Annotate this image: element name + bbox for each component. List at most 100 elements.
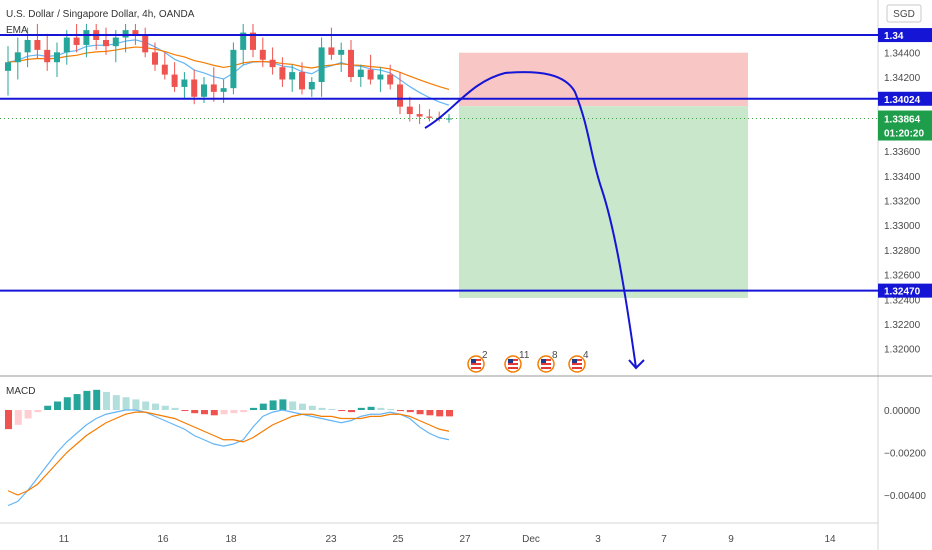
price-tick-label[interactable]: 1.34200 (884, 73, 921, 84)
level-price-tag-label: 1.34 (884, 31, 904, 42)
macd-histogram-bar (259, 403, 267, 410)
macd-tick-label[interactable]: −0.00200 (884, 449, 926, 460)
horizontal-levels-group[interactable] (0, 34, 878, 292)
price-tick-label[interactable]: 1.33400 (884, 172, 921, 183)
price-tick-label[interactable]: 1.32000 (884, 345, 921, 356)
take-profit-zone[interactable] (459, 106, 748, 298)
macd-indicator-label[interactable]: MACD (6, 386, 35, 397)
macd-axis-group[interactable]: 0.00000 −0.00200 −0.00400 (884, 406, 926, 502)
macd-histogram-bar (83, 390, 91, 410)
candle-body (103, 40, 109, 47)
event-count: 2 (482, 350, 488, 361)
flag-canton (471, 359, 476, 363)
time-tick-label[interactable]: Dec (522, 534, 540, 545)
macd-histogram-bar (318, 407, 326, 410)
macd-histogram-bar (269, 400, 277, 410)
macd-histogram-bar (446, 410, 453, 417)
candle-body (387, 74, 394, 85)
macd-histogram-bar (152, 403, 159, 410)
macd-histogram-bar (122, 397, 130, 410)
macd-histogram-bar (132, 399, 140, 410)
candle-body (230, 49, 237, 89)
price-tick-label[interactable]: 1.33000 (884, 221, 921, 232)
time-tick-label[interactable]: 3 (595, 534, 601, 545)
macd-histogram-bar (250, 407, 257, 410)
ema-indicator-label[interactable]: EMA (6, 25, 28, 36)
time-tick-label[interactable]: 16 (157, 534, 169, 545)
price-tick-label[interactable]: 1.34400 (884, 48, 921, 59)
level-price-tag (878, 91, 932, 106)
time-axis-group[interactable]: 11 16 18 23 25 27 Dec 3 7 9 14 (59, 534, 836, 545)
currency-button[interactable] (886, 4, 922, 23)
flag-canton (508, 359, 513, 363)
time-tick-label[interactable]: 11 (59, 534, 70, 545)
candle-body (308, 81, 315, 90)
macd-histogram-bar (34, 410, 42, 413)
macd-histogram-bar (299, 403, 306, 410)
ema-fast-line (7, 39, 450, 106)
macd-histogram-bar (63, 397, 71, 410)
candle-body (289, 72, 296, 80)
trade-zone-group[interactable] (459, 52, 748, 298)
time-tick-label[interactable]: 25 (392, 534, 404, 545)
macd-histogram-bar (5, 410, 12, 430)
macd-histogram-bar (240, 410, 248, 413)
candle-body (220, 88, 227, 92)
macd-histogram-bar (328, 408, 336, 410)
time-tick-label[interactable]: 27 (459, 534, 471, 545)
flag-stripe (541, 365, 551, 367)
time-tick-label[interactable]: 14 (824, 534, 836, 545)
price-tick-label[interactable]: 1.32800 (884, 246, 921, 257)
economic-events-group[interactable]: 2 11 8 4 (467, 350, 589, 373)
candle-body (171, 74, 178, 87)
time-tick-label[interactable]: 9 (728, 534, 734, 545)
candle-body (122, 30, 129, 38)
projection-drawing-group[interactable] (424, 71, 645, 370)
price-tick-label[interactable]: 1.32200 (884, 320, 921, 331)
us-flag-event-11[interactable]: 11 (504, 350, 530, 373)
macd-histogram-bar (142, 401, 150, 410)
flag-stripes (572, 359, 582, 369)
time-tick-label[interactable]: 23 (325, 534, 337, 545)
price-tick-label[interactable]: 1.32600 (884, 271, 921, 282)
time-tick-label[interactable]: 18 (225, 534, 237, 545)
price-tick-label[interactable]: 1.33600 (884, 147, 921, 158)
candle-body (5, 62, 11, 71)
signal-line (7, 411, 450, 496)
candle-body (357, 69, 364, 78)
candle-body (132, 30, 139, 36)
macd-histogram-bar (367, 406, 375, 410)
candle-body (299, 72, 305, 90)
flag-stripe (508, 365, 518, 367)
price-tick-label[interactable]: 1.33200 (884, 197, 921, 208)
us-flag-event-8[interactable]: 8 (537, 350, 558, 373)
stop-loss-zone[interactable] (459, 52, 748, 107)
price-tick-label[interactable]: 1.32400 (884, 295, 921, 306)
candle-body (416, 114, 423, 117)
time-tick-label[interactable]: 7 (661, 534, 667, 545)
macd-histogram-bar (348, 410, 355, 413)
projection-curve[interactable] (424, 71, 637, 369)
macd-histogram-bar (191, 410, 199, 414)
candle-body (24, 40, 31, 53)
macd-tick-label[interactable]: 0.00000 (884, 406, 921, 417)
projection-arrowhead[interactable] (628, 359, 645, 370)
macd-histogram-bar (426, 410, 434, 416)
macd-histogram-bar (73, 394, 81, 410)
macd-tick-label[interactable]: −0.00400 (884, 491, 926, 502)
level-price-tag-label: 1.32470 (884, 287, 921, 298)
candle-body (191, 79, 198, 97)
macd-histogram-bar (377, 407, 385, 410)
candle-body (181, 79, 188, 87)
macd-histogram-bar (210, 410, 218, 416)
flag-stripes (508, 359, 518, 369)
us-flag-event-2[interactable]: 2 (467, 350, 488, 373)
macd-histogram-bar (387, 408, 395, 410)
candle-body (112, 37, 119, 47)
current-price-label: 1.33864 (884, 115, 921, 126)
macd-histogram-bar (406, 410, 414, 413)
candle-body (34, 40, 41, 50)
us-flag-event-4[interactable]: 4 (568, 350, 589, 373)
ema-slow-line (7, 46, 450, 91)
